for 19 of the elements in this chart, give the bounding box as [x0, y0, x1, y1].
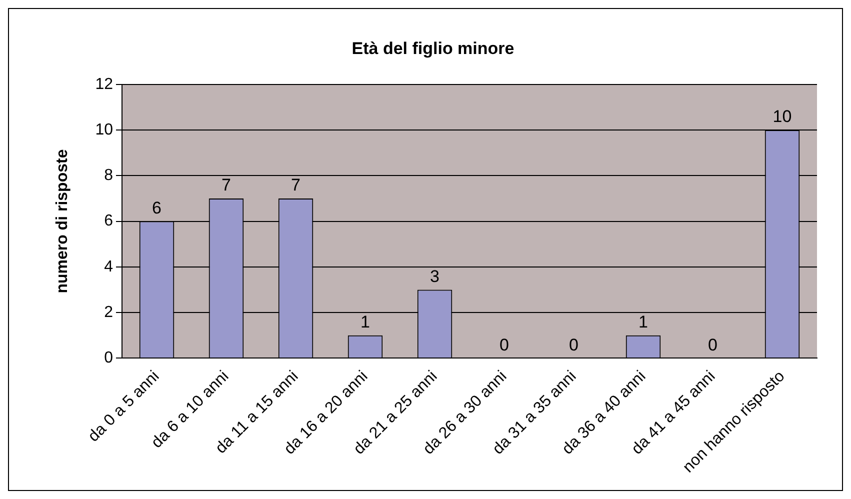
- data-label: 0: [708, 335, 718, 354]
- chart-title: Età del figlio minore: [352, 38, 514, 58]
- y-tick-label: 0: [104, 350, 114, 367]
- data-label: 6: [152, 198, 162, 218]
- data-label: 10: [772, 107, 792, 126]
- y-axis-title: numero di risposte: [54, 149, 72, 294]
- y-tick-label: 10: [95, 121, 114, 138]
- data-label: 0: [569, 335, 578, 354]
- data-label: 3: [430, 266, 440, 286]
- data-label: 7: [222, 176, 231, 195]
- data-label: 1: [638, 312, 648, 332]
- y-tick-label: 2: [104, 304, 114, 321]
- y-tick-label: 6: [104, 212, 114, 230]
- data-label: 7: [291, 176, 300, 195]
- y-tick-label: 4: [104, 258, 114, 276]
- data-label: 1: [360, 312, 370, 332]
- y-tick-label: 12: [95, 76, 114, 93]
- y-tick-label: 8: [104, 167, 114, 184]
- data-label: 0: [500, 335, 509, 354]
